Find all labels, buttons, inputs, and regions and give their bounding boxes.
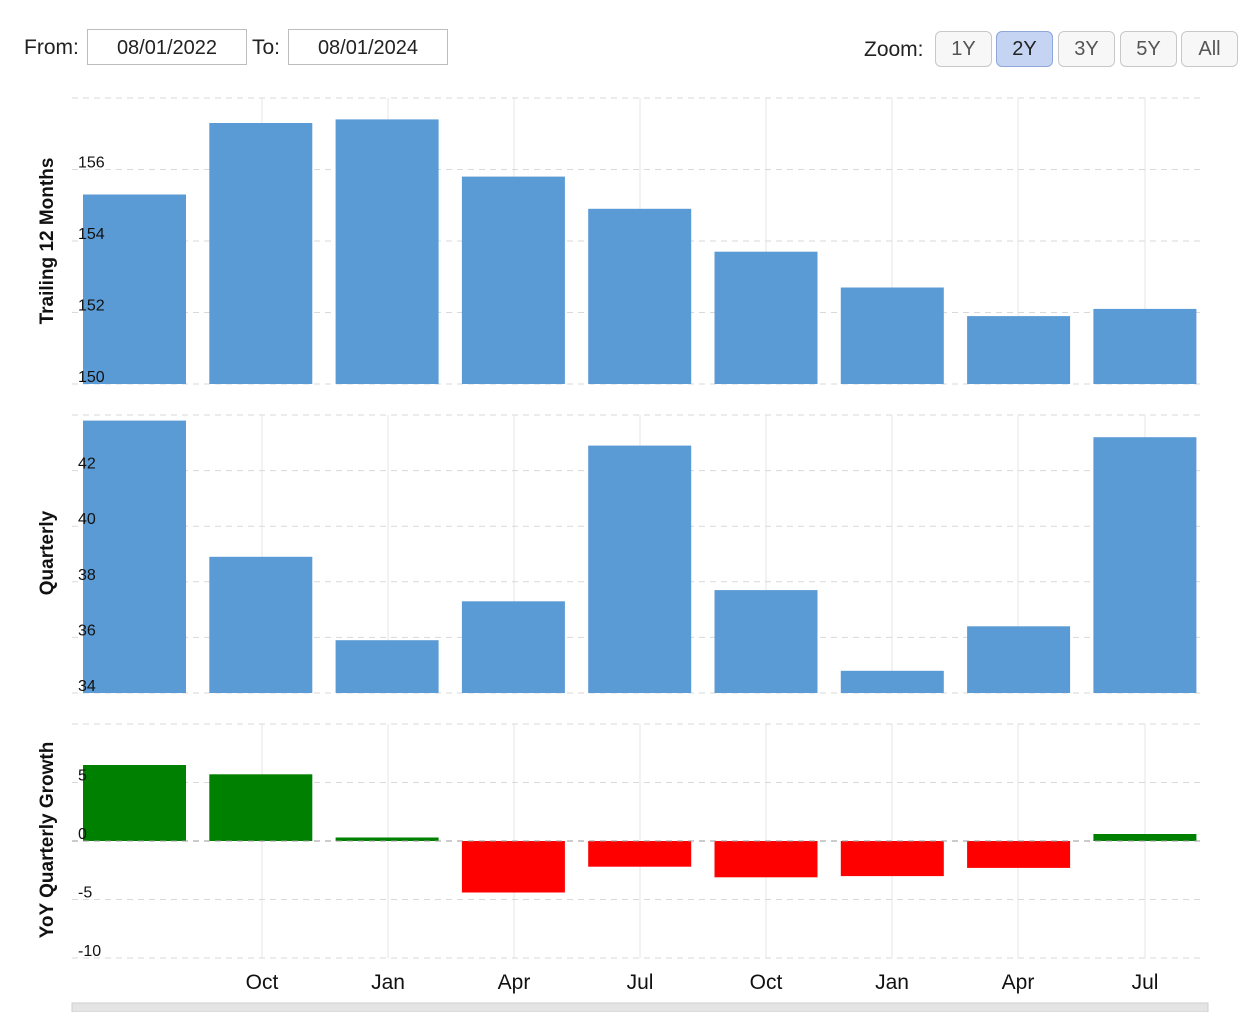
panel-2: 34 36 38 40 42 Quarterly	[37, 414, 1202, 695]
bar[interactable]	[461, 601, 565, 693]
zoom-all-button[interactable]: All	[1181, 31, 1238, 67]
zoom-label: Zoom:	[864, 38, 924, 61]
bar[interactable]	[1093, 437, 1197, 693]
bar[interactable]	[83, 765, 186, 841]
bar[interactable]	[588, 208, 692, 384]
bar[interactable]	[588, 841, 692, 867]
zoom-3y-button[interactable]: 3Y	[1058, 31, 1115, 67]
x-tick-label: Apr	[1002, 971, 1035, 994]
bar[interactable]	[209, 123, 313, 384]
y-tick-label: 154	[78, 226, 105, 243]
y-tick-label: 36	[78, 622, 96, 639]
panel-1: 150 152 154 156 Trailing 12 Months	[37, 97, 1202, 386]
bar[interactable]	[840, 841, 944, 877]
x-axis: Oct Jan Apr Jul Oct Jan Apr Jul	[246, 971, 1159, 994]
bar[interactable]	[461, 841, 565, 893]
bar[interactable]	[840, 670, 944, 693]
bar[interactable]	[714, 590, 818, 693]
y-axis-title: Quarterly	[37, 510, 58, 595]
y-tick-label: 42	[78, 456, 96, 473]
panel-3: -10 -5 0 5 YoY Quarterly Growth	[37, 723, 1202, 960]
y-tick-label: -5	[78, 885, 92, 902]
y-tick-label: -10	[78, 943, 101, 960]
bar[interactable]	[209, 556, 313, 693]
from-date-input[interactable]: 08/01/2022	[87, 29, 247, 65]
y-tick-label: 150	[78, 369, 105, 386]
y-tick-label: 5	[78, 768, 87, 785]
bar[interactable]	[1093, 834, 1197, 841]
y-tick-label: 40	[78, 511, 96, 528]
range-navigator[interactable]	[71, 1002, 1209, 1012]
bar[interactable]	[335, 837, 439, 842]
x-tick-label: Apr	[498, 971, 531, 994]
bar[interactable]	[335, 640, 439, 693]
zoom-2y-button[interactable]: 2Y	[996, 31, 1053, 67]
from-label: From:	[24, 36, 79, 59]
chart-toolbar: From: 08/01/2022 To: 08/01/2024 Zoom: 1Y…	[0, 0, 1246, 90]
y-tick-label: 34	[78, 678, 96, 695]
bar[interactable]	[588, 445, 692, 693]
bar[interactable]	[209, 774, 313, 841]
bar[interactable]	[714, 841, 818, 878]
to-date-input[interactable]: 08/01/2024	[288, 29, 448, 65]
y-tick-label: 156	[78, 155, 105, 172]
bar[interactable]	[967, 841, 1071, 868]
zoom-5y-button[interactable]: 5Y	[1120, 31, 1177, 67]
bar[interactable]	[83, 194, 186, 385]
zoom-1y-button[interactable]: 1Y	[935, 31, 992, 67]
y-tick-label: 152	[78, 298, 105, 315]
x-tick-label: Oct	[750, 971, 783, 994]
bar[interactable]	[967, 626, 1071, 693]
y-tick-label: 38	[78, 567, 96, 584]
bar[interactable]	[714, 251, 818, 384]
bar[interactable]	[1093, 308, 1197, 384]
bar[interactable]	[461, 176, 565, 384]
x-tick-label: Jan	[875, 971, 909, 994]
y-axis-title: Trailing 12 Months	[37, 158, 58, 325]
y-axis-title: YoY Quarterly Growth	[37, 742, 58, 939]
bar[interactable]	[335, 119, 439, 385]
bar[interactable]	[83, 420, 186, 693]
bar[interactable]	[967, 316, 1071, 384]
x-tick-label: Jul	[627, 971, 654, 994]
y-tick-label: 0	[78, 826, 87, 843]
bar[interactable]	[840, 287, 944, 385]
x-tick-label: Oct	[246, 971, 279, 994]
x-tick-label: Jul	[1132, 971, 1159, 994]
to-label: To:	[252, 36, 281, 59]
x-tick-label: Jan	[371, 971, 405, 994]
